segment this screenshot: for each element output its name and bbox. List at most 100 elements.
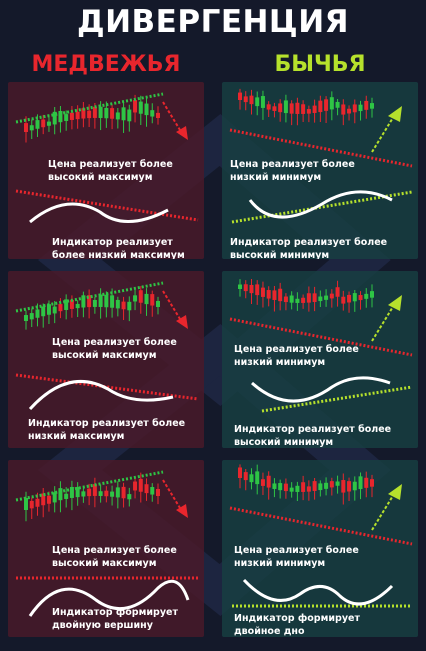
candle [306, 293, 311, 303]
bearish-divergence-panel: Цена реализует более высокий максимум Ин… [8, 271, 204, 448]
candle [41, 493, 46, 506]
price-caption: Цена реализует более низкий минимум [230, 159, 355, 183]
candle [266, 104, 271, 110]
bearish-divergence-panel: Цена реализует более высокий максимум Ин… [8, 82, 204, 259]
candle [24, 315, 28, 321]
candle [81, 295, 86, 308]
candle [110, 491, 115, 497]
candle [41, 119, 46, 128]
candle [156, 488, 160, 496]
candle [295, 102, 300, 114]
candle [301, 482, 306, 492]
indicator-curve [248, 190, 393, 219]
indicator-caption: Индикатор реализует более высокий миниму… [234, 424, 392, 448]
candle [144, 484, 149, 494]
candle [104, 490, 109, 497]
arrow-up-icon [388, 484, 402, 500]
price-chart [229, 88, 413, 168]
indicator-curve [242, 578, 394, 606]
candle [58, 488, 63, 501]
candle [133, 100, 138, 113]
candle [64, 299, 69, 310]
indicator-chart [16, 576, 198, 617]
candle [370, 291, 374, 298]
indicator-curve [28, 579, 190, 617]
price-trendline [15, 92, 164, 124]
candle [318, 100, 323, 113]
candle [255, 471, 260, 485]
price-chart [15, 281, 188, 330]
indicator-trendline [15, 189, 199, 222]
candle [324, 99, 329, 111]
candle [144, 103, 149, 116]
candle [329, 97, 334, 110]
bearish-divergence-panel: Цена реализует более высокий максимум Ин… [8, 460, 204, 637]
candle [115, 487, 120, 498]
price-caption: Цена реализует более высокий максимум [52, 545, 177, 569]
candle [115, 112, 120, 120]
candle [358, 295, 363, 301]
candle [260, 287, 265, 297]
candle [29, 500, 34, 509]
candle [347, 481, 352, 492]
price-caption: Цена реализует более высокий максимум [48, 159, 173, 183]
candle [249, 474, 254, 483]
indicator-caption: Индикатор реализует более высокий миниму… [230, 237, 388, 259]
candle [272, 483, 277, 489]
candle [46, 304, 51, 315]
indicator-chart [232, 578, 412, 608]
candle [150, 110, 155, 117]
candle [75, 487, 80, 498]
price-chart [229, 464, 413, 546]
candle [370, 103, 374, 109]
candle [335, 481, 340, 486]
candle [272, 106, 277, 111]
candle [69, 299, 74, 309]
candle [306, 486, 311, 492]
candle [64, 493, 69, 499]
indicator-chart [15, 189, 199, 224]
price-caption: Цена реализует более низкий минимум [234, 344, 359, 368]
candle [35, 309, 40, 318]
candle [87, 110, 92, 119]
candle [243, 472, 248, 481]
candle [283, 483, 288, 492]
indicator-curve [29, 202, 169, 224]
arrow-up-icon [388, 295, 402, 311]
candle [110, 108, 115, 119]
candle [289, 487, 294, 492]
candle [156, 112, 160, 118]
candle [64, 114, 69, 121]
candle [243, 284, 248, 292]
bullish-divergence-panel: Цена реализует более низкий минимум Инди… [222, 82, 418, 259]
candle [255, 284, 260, 296]
candle [92, 484, 97, 496]
candle [24, 497, 28, 510]
candle [295, 485, 300, 492]
candle [150, 487, 155, 495]
candle [255, 97, 260, 107]
candle [301, 297, 306, 303]
price-trendline [15, 470, 164, 502]
price-caption: Цена реализует более высокий максимум [52, 337, 177, 361]
candle [352, 293, 357, 302]
candle [312, 293, 317, 302]
candle [318, 483, 323, 491]
candle [52, 492, 57, 503]
candle [41, 306, 46, 317]
candle [370, 479, 374, 487]
price-trendline [15, 281, 164, 313]
price-trendline [229, 317, 413, 357]
candle [92, 106, 97, 118]
candle [58, 110, 63, 123]
candle [278, 288, 283, 302]
candle [115, 299, 120, 309]
candle [318, 296, 323, 302]
candle [335, 287, 340, 297]
candle [35, 120, 40, 129]
price-chart [15, 92, 188, 143]
price-caption: Цена реализует более низкий минимум [234, 545, 359, 569]
candle [121, 486, 126, 499]
candle [329, 481, 334, 488]
candle [364, 477, 369, 488]
